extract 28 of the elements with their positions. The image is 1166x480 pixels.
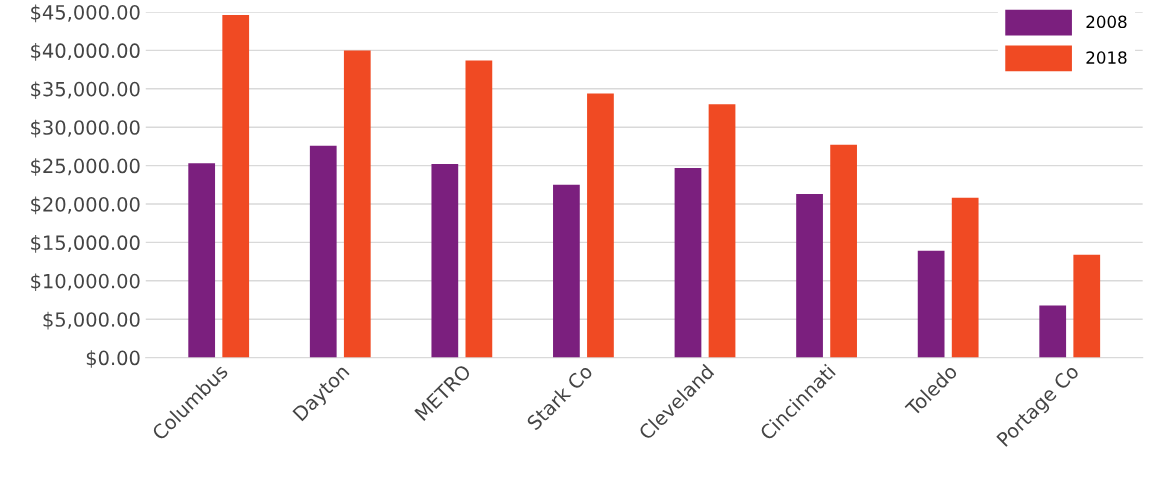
bar xyxy=(1073,254,1101,358)
bar xyxy=(796,194,823,358)
y-tick-label: $20,000.00 xyxy=(31,196,140,215)
bar xyxy=(553,184,580,358)
bar xyxy=(951,197,979,358)
y-tick-label: $30,000.00 xyxy=(31,119,140,138)
y-tick-label: $5,000.00 xyxy=(43,311,140,330)
y-tick-label: $45,000.00 xyxy=(31,4,140,23)
bar xyxy=(830,144,857,358)
y-tick-label: $10,000.00 xyxy=(31,273,140,292)
bar xyxy=(222,15,250,358)
y-tick-label: $35,000.00 xyxy=(31,81,140,100)
y-tick-label: $40,000.00 xyxy=(31,43,140,61)
y-tick-label: $15,000.00 xyxy=(31,235,140,253)
bar xyxy=(309,145,337,358)
y-tick-label: $25,000.00 xyxy=(31,158,140,176)
bar xyxy=(587,93,614,358)
bar xyxy=(188,163,216,358)
legend-label: 2018 xyxy=(1086,51,1127,64)
bar xyxy=(465,60,493,358)
legend-label: 2008 xyxy=(1086,15,1127,29)
bar xyxy=(1039,305,1067,358)
bar xyxy=(431,164,459,358)
bar xyxy=(674,167,702,358)
bar xyxy=(343,50,371,358)
y-tick-label: $0.00 xyxy=(86,350,140,368)
bar xyxy=(708,104,736,358)
bar xyxy=(917,250,945,358)
